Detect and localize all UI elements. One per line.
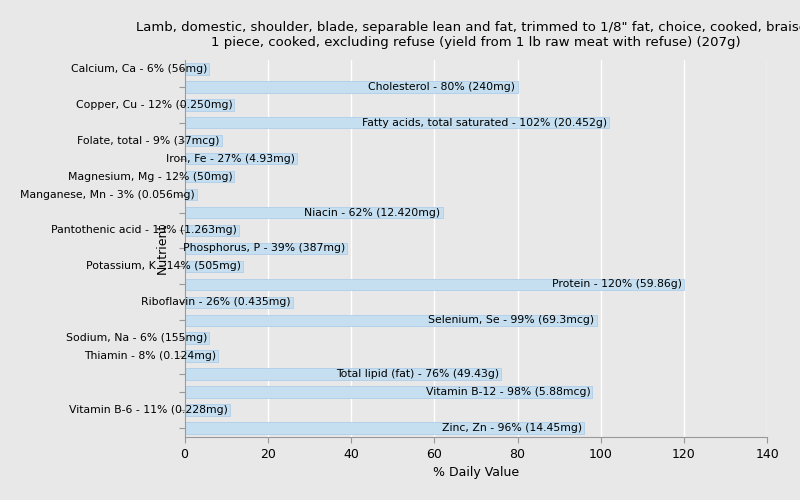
Text: Phosphorus, P - 39% (387mg): Phosphorus, P - 39% (387mg) — [182, 244, 345, 254]
Bar — [185, 63, 210, 74]
Text: Pantothenic acid - 13% (1.263mg): Pantothenic acid - 13% (1.263mg) — [50, 226, 237, 235]
Text: Vitamin B-6 - 11% (0.228mg): Vitamin B-6 - 11% (0.228mg) — [70, 405, 228, 415]
Text: Calcium, Ca - 6% (56mg): Calcium, Ca - 6% (56mg) — [71, 64, 207, 74]
Title: Lamb, domestic, shoulder, blade, separable lean and fat, trimmed to 1/8" fat, ch: Lamb, domestic, shoulder, blade, separab… — [136, 21, 800, 49]
Text: Sodium, Na - 6% (155mg): Sodium, Na - 6% (155mg) — [66, 334, 207, 344]
Text: Total lipid (fat) - 76% (49.43g): Total lipid (fat) - 76% (49.43g) — [336, 370, 498, 380]
Bar — [185, 117, 609, 128]
Bar — [185, 386, 593, 398]
Y-axis label: Nutrient: Nutrient — [155, 223, 169, 274]
Text: Thiamin - 8% (0.124mg): Thiamin - 8% (0.124mg) — [84, 352, 216, 362]
Text: Selenium, Se - 99% (69.3mcg): Selenium, Se - 99% (69.3mcg) — [429, 316, 594, 326]
Text: Cholesterol - 80% (240mg): Cholesterol - 80% (240mg) — [369, 82, 515, 92]
Bar — [185, 296, 293, 308]
Bar — [185, 368, 501, 380]
Text: Potassium, K - 14% (505mg): Potassium, K - 14% (505mg) — [86, 262, 241, 272]
Bar — [185, 350, 218, 362]
Text: Magnesium, Mg - 12% (50mg): Magnesium, Mg - 12% (50mg) — [68, 172, 232, 181]
Bar — [185, 188, 197, 200]
Bar — [185, 242, 347, 254]
Bar — [185, 278, 684, 290]
Bar — [185, 260, 242, 272]
Text: Fatty acids, total saturated - 102% (20.452g): Fatty acids, total saturated - 102% (20.… — [362, 118, 607, 128]
Text: Niacin - 62% (12.420mg): Niacin - 62% (12.420mg) — [304, 208, 441, 218]
Bar — [185, 206, 442, 218]
Bar — [185, 422, 584, 434]
Bar — [185, 170, 234, 182]
Text: Riboflavin - 26% (0.435mg): Riboflavin - 26% (0.435mg) — [141, 298, 290, 308]
Text: Vitamin B-12 - 98% (5.88mcg): Vitamin B-12 - 98% (5.88mcg) — [426, 388, 590, 398]
Bar — [185, 224, 238, 236]
Text: Zinc, Zn - 96% (14.45mg): Zinc, Zn - 96% (14.45mg) — [442, 423, 582, 433]
Bar — [185, 404, 230, 416]
X-axis label: % Daily Value: % Daily Value — [433, 466, 519, 479]
Text: Iron, Fe - 27% (4.93mg): Iron, Fe - 27% (4.93mg) — [166, 154, 295, 164]
Bar — [185, 81, 518, 92]
Bar — [185, 332, 210, 344]
Text: Copper, Cu - 12% (0.250mg): Copper, Cu - 12% (0.250mg) — [76, 100, 232, 110]
Bar — [185, 135, 222, 146]
Bar — [185, 314, 597, 326]
Bar — [185, 99, 234, 110]
Text: Protein - 120% (59.86g): Protein - 120% (59.86g) — [552, 280, 682, 289]
Text: Manganese, Mn - 3% (0.056mg): Manganese, Mn - 3% (0.056mg) — [20, 190, 195, 200]
Bar — [185, 152, 297, 164]
Text: Folate, total - 9% (37mcg): Folate, total - 9% (37mcg) — [78, 136, 220, 145]
